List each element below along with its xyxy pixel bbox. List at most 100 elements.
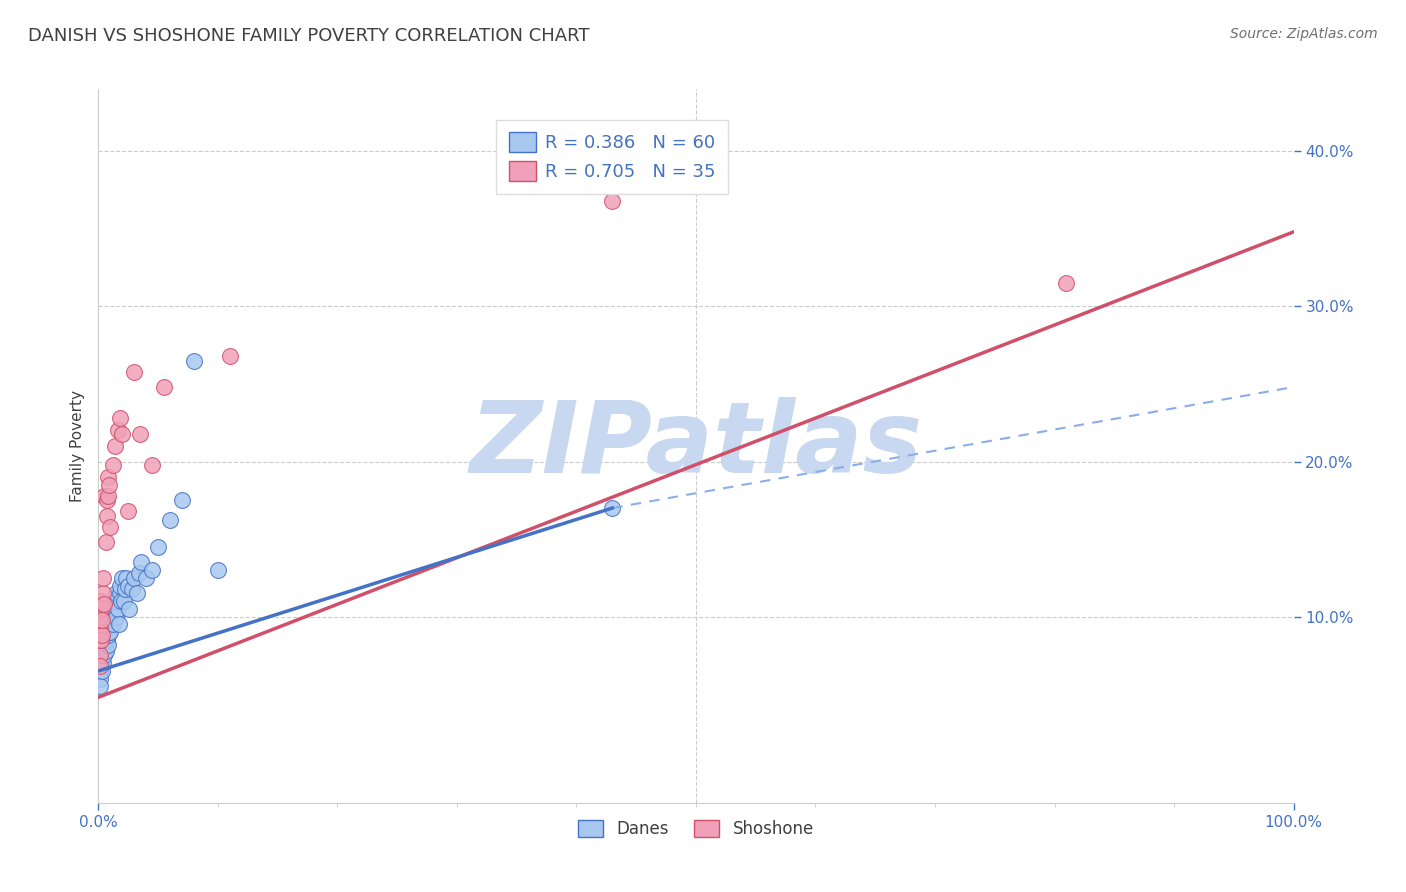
Point (131, 555, 153, 569)
Point (183, 353, 205, 368)
Point (89, 648, 111, 663)
Point (96, 632, 118, 647)
Point (107, 424, 129, 438)
Point (90, 648, 112, 663)
Point (98, 613, 122, 627)
Point (91, 571, 114, 585)
Point (128, 566, 150, 581)
Point (124, 365, 146, 379)
Point (90, 632, 112, 647)
Point (93, 648, 115, 663)
Point (172, 493, 194, 508)
Point (118, 602, 141, 616)
Point (94, 622, 117, 636)
Point (98, 477, 121, 491)
Point (124, 571, 146, 585)
Point (135, 571, 157, 585)
Point (89, 632, 111, 647)
Point (107, 602, 129, 616)
Point (96, 493, 118, 508)
Point (159, 513, 181, 527)
Point (108, 586, 131, 600)
Point (93, 628, 115, 642)
Point (207, 563, 229, 577)
Point (89, 648, 111, 663)
Point (93, 489, 115, 503)
Point (105, 609, 128, 624)
Point (97, 628, 120, 642)
Point (91, 625, 114, 640)
Point (91, 656, 114, 670)
Point (94, 632, 117, 647)
Point (103, 602, 125, 616)
Point (117, 504, 139, 518)
Point (111, 426, 134, 441)
Point (98, 519, 122, 533)
Point (89, 622, 111, 636)
Point (96, 508, 118, 523)
Point (91, 648, 114, 663)
Point (107, 617, 129, 632)
Point (141, 563, 163, 577)
Point (91, 613, 114, 627)
Point (100, 602, 122, 616)
Y-axis label: Family Poverty: Family Poverty (69, 390, 84, 502)
Point (91, 664, 114, 678)
Text: DANISH VS SHOSHONE FAMILY POVERTY CORRELATION CHART: DANISH VS SHOSHONE FAMILY POVERTY CORREL… (28, 27, 589, 45)
Point (91, 638, 114, 652)
Point (89, 609, 111, 624)
Point (97, 489, 120, 503)
Point (117, 579, 139, 593)
Point (90, 638, 112, 652)
Point (96, 613, 118, 627)
Point (91, 628, 114, 642)
Point (91, 597, 114, 611)
Point (141, 458, 163, 472)
Point (98, 625, 122, 640)
Point (97, 638, 120, 652)
Point (115, 571, 138, 585)
Point (89, 659, 111, 673)
Point (94, 644, 117, 658)
Point (90, 594, 112, 608)
Point (101, 458, 124, 472)
Point (90, 602, 112, 616)
Point (112, 594, 135, 608)
Point (111, 571, 134, 585)
Point (89, 632, 111, 647)
Point (148, 540, 170, 554)
Point (219, 349, 242, 363)
Point (125, 586, 148, 600)
Point (121, 582, 143, 596)
Point (97, 470, 120, 484)
Point (104, 439, 127, 453)
Point (1056, 276, 1078, 290)
Point (105, 586, 128, 600)
Point (101, 617, 124, 632)
Point (96, 622, 118, 636)
Legend: Danes, Shoshone: Danes, Shoshone (572, 813, 820, 845)
Point (89, 680, 111, 694)
Point (114, 582, 136, 596)
Point (104, 594, 127, 608)
Point (89, 672, 111, 686)
Point (89, 664, 111, 678)
Point (91, 632, 114, 647)
Text: Source: ZipAtlas.com: Source: ZipAtlas.com (1230, 27, 1378, 41)
Text: ZIPatlas: ZIPatlas (470, 398, 922, 494)
Point (91, 586, 114, 600)
Point (98, 625, 121, 640)
Point (153, 380, 176, 394)
Point (90, 656, 112, 670)
Point (93, 638, 115, 652)
Point (602, 501, 624, 516)
Point (602, 194, 624, 208)
Point (91, 628, 114, 642)
Point (94, 535, 117, 549)
Point (129, 426, 152, 441)
Point (110, 594, 132, 608)
Point (93, 597, 115, 611)
Point (108, 411, 131, 425)
Point (108, 579, 131, 593)
Point (98, 617, 121, 632)
